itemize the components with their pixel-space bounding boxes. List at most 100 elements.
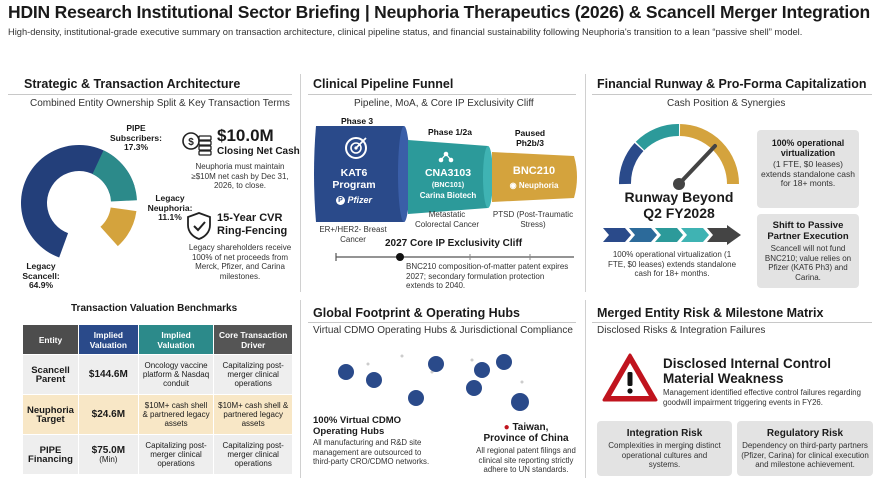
stage1-phase: Phase 3 <box>341 116 374 126</box>
regulatory-risk-title: Regulatory Risk <box>766 428 844 439</box>
valuation-table: Entity Implied Valuation Implied Valuati… <box>22 324 293 475</box>
cell-driver-a: $10M+ cash shell & partnered legacy asse… <box>137 394 215 435</box>
cliff-title: 2027 Core IP Exclusivity Cliff <box>385 238 523 249</box>
divider <box>300 74 301 292</box>
runway-heading: Financial Runway & Pro-Forma Capitalizat… <box>597 77 867 91</box>
stage3-partner: Neuphoria <box>518 181 559 190</box>
cell-driver-b: Capitalizing post-merger clinical operat… <box>213 434 293 475</box>
stage2-partner: Carina Biotech <box>419 191 477 200</box>
material-weakness-title-2: Material Weakness <box>663 371 784 386</box>
stage2-indication: Metastatic Colorectal Cancer <box>414 210 480 229</box>
cvr-title-1: 15-Year CVR <box>217 212 283 224</box>
integration-risk-title: Integration Risk <box>626 428 703 439</box>
cell-value-number: $144.6M <box>88 369 128 380</box>
stage1-name: KAT6 Program <box>332 167 376 191</box>
donut-slice <box>100 207 137 247</box>
table-row: PIPE Financing $75.0M (Min) Capitalizing… <box>22 434 293 475</box>
runway-subheading: Cash Position & Synergies <box>667 98 786 109</box>
cell-entity: Neuphoria Target <box>22 394 79 435</box>
benchmark-title: Transaction Valuation Benchmarks <box>71 303 238 314</box>
taiwan-title: ● Taiwan, Province of China <box>476 422 576 444</box>
stage2-name: CNA3103 <box>424 167 472 179</box>
runway-title: Runway Beyond Q2 FY2028 <box>604 189 754 221</box>
cell-value: $75.0M (Min) <box>77 434 139 475</box>
virtual-hubs-title-1: 100% Virtual CDMO <box>313 415 401 426</box>
strategic-subheading: Combined Entity Ownership Split & Key Tr… <box>30 98 290 109</box>
taiwan-title-1: Taiwan, <box>512 422 549 433</box>
cliff-desc: BNC210 composition-of-matter patent expi… <box>406 262 569 290</box>
col-header-implied-valuation-2: Implied Valuation <box>137 324 215 355</box>
runway-desc: 100% operational virtualization (1 FTE, … <box>607 250 737 278</box>
donut-slice <box>92 150 137 202</box>
risk-subheading: Disclosed Risks & Integration Failures <box>597 325 766 336</box>
table-header-row: Entity Implied Valuation Implied Valuati… <box>22 324 293 355</box>
cash-desc: Neuphoria must maintain ≥$10M net cash b… <box>191 162 289 190</box>
global-subheading: Virtual CDMO Operating Hubs & Jurisdicti… <box>313 325 573 336</box>
hub-pin <box>474 362 490 378</box>
stage3-indication: PTSD (Post-Traumatic Stress) <box>492 210 574 229</box>
global-heading: Global Footprint & Operating Hubs <box>313 306 520 320</box>
cell-driver-a: Capitalizing post-merger clinical operat… <box>137 434 215 475</box>
virtualization-box <box>757 130 859 208</box>
scancell-value: 64.9% <box>28 280 54 290</box>
cell-entity: PIPE Financing <box>22 434 79 475</box>
hub-pin <box>428 356 444 372</box>
cell-driver-a: Oncology vaccine platform & Nasdaq condu… <box>137 354 215 395</box>
divider <box>585 74 586 292</box>
stage1-partner: Pfizer <box>347 195 373 205</box>
donut-label-pipe: PIPE Subscribers: 17.3% <box>106 123 166 153</box>
stage2-code: (BNC101) <box>431 180 465 189</box>
page-subtitle: High-density, institutional-grade execut… <box>8 27 803 37</box>
donut-label-scancell: Legacy Scancell: 64.9% <box>12 261 70 291</box>
divider <box>300 300 301 478</box>
scancell-label: Legacy Scancell: <box>22 261 60 281</box>
material-weakness-title: Disclosed Internal Control Material Weak… <box>663 356 831 386</box>
cell-driver-b: Capitalizing post-merger clinical operat… <box>213 354 293 395</box>
neuphoria-label: Legacy Neuphoria: <box>147 193 193 213</box>
runway-gauge-icon <box>618 124 739 190</box>
runway-title-2: Q2 FY2028 <box>643 204 715 221</box>
neuphoria-logo-icon: ◉ <box>509 181 517 190</box>
pipeline-subheading: Pipeline, MoA, & Core IP Exclusivity Cli… <box>354 98 534 109</box>
pfizer-logo-icon: P <box>335 196 345 206</box>
ownership-donut-chart <box>20 145 137 258</box>
pipeline-heading: Clinical Pipeline Funnel <box>313 77 454 91</box>
runway-title-1: Runway Beyond <box>624 189 734 205</box>
neuphoria-value: 11.1% <box>158 212 182 222</box>
passive-shift-body: Scancell will not fund BNC210; value rel… <box>764 244 852 282</box>
col-header-entity: Entity <box>22 324 79 355</box>
passive-shift-title: Shift to Passive Partner Execution <box>767 220 849 242</box>
cell-value-number: $24.6M <box>91 409 126 420</box>
integration-risk-box <box>597 421 732 476</box>
pipe-label: PIPE Subscribers: <box>110 123 162 143</box>
risk-heading: Merged Entity Risk & Milestone Matrix <box>597 306 824 320</box>
pipe-value: 17.3% <box>123 142 149 152</box>
table-row: Scancell Parent $144.6M Oncology vaccine… <box>22 354 293 395</box>
stage3-phase: Paused Ph2b/3 <box>514 128 546 148</box>
virtual-hubs-title-2: Operating Hubs <box>313 425 385 437</box>
cell-value: $144.6M <box>77 354 139 395</box>
virtualization-body: (1 FTE, $0 leases) extends standalone ca… <box>760 159 856 188</box>
cell-entity: Scancell Parent <box>22 354 79 395</box>
hub-pin <box>338 364 354 380</box>
money-bag-icon: $ <box>182 132 212 156</box>
funnel-stage-bnc210 <box>492 152 577 202</box>
stage3-name: BNC210 <box>512 165 556 177</box>
page-title: HDIN Research Institutional Sector Brief… <box>8 2 871 22</box>
exclusivity-timeline <box>335 253 574 261</box>
warning-icon <box>602 353 658 402</box>
funnel-stage-cna3103 <box>408 140 488 214</box>
col-header-implied-valuation: Implied Valuation <box>77 324 139 355</box>
hub-pin <box>466 380 482 396</box>
cvr-desc: Legacy shareholders receive 100% of net … <box>188 243 292 281</box>
integration-risk-desc: Complexities in merging distinct operati… <box>608 441 721 469</box>
cvr-title: 15-Year CVR Ring-Fencing <box>217 212 287 237</box>
cvr-title-2: Ring-Fencing <box>217 224 288 237</box>
hub-pin <box>496 354 512 370</box>
cell-value-number: $75.0M <box>91 444 126 456</box>
virtualization-title: 100% operational virtualization <box>771 138 845 158</box>
pfizer-logo-text: P Pfizer <box>332 195 376 206</box>
stage3-partner-wrap: ◉ Neuphoria <box>494 181 574 190</box>
svg-text:$: $ <box>188 137 194 148</box>
taiwan-desc: All regional patent filings and clinical… <box>476 446 576 474</box>
